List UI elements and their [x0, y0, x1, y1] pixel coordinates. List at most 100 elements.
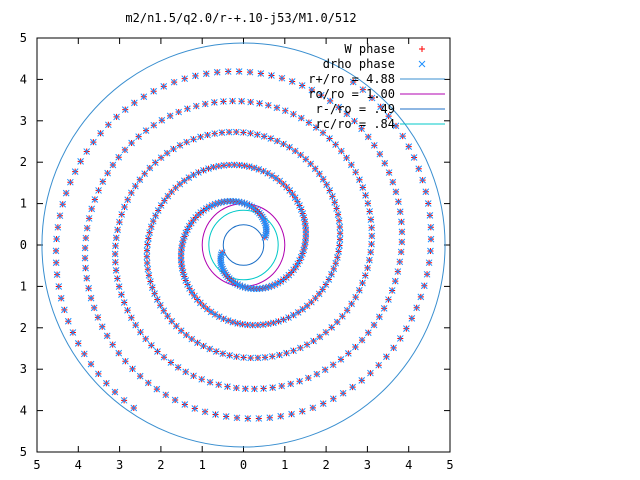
drho-phase-point: [180, 177, 188, 185]
drho-phase-point: [112, 267, 120, 274]
drho-phase-point: [87, 360, 95, 368]
drho-phase-point: [288, 78, 296, 85]
drho-phase-point: [319, 175, 327, 183]
drho-phase-point: [262, 221, 270, 229]
drho-phase-point: [167, 359, 175, 366]
drho-phase-point: [190, 216, 197, 224]
drho-phase-point: [349, 383, 356, 391]
drho-phase-point: [343, 154, 350, 162]
drho-phase-point: [297, 151, 305, 159]
drho-phase-point: [298, 82, 306, 89]
drho-phase-point: [297, 253, 305, 261]
drho-phase-point: [260, 132, 268, 140]
drho-phase-point: [224, 317, 232, 324]
drho-phase-point: [220, 98, 227, 105]
drho-phase-point: [322, 281, 330, 288]
drho-phase-point: [215, 313, 223, 321]
drho-phase-point: [143, 253, 151, 261]
drho-phase-point: [218, 129, 226, 136]
drho-phase-point: [224, 68, 232, 75]
drho-phase-point: [281, 107, 289, 115]
drho-phase-point: [185, 222, 193, 230]
drho-phase-point: [120, 299, 128, 306]
drho-phase-point: [273, 137, 281, 145]
drho-phase-point: [180, 273, 188, 280]
drho-phase-point: [250, 285, 258, 293]
drho-phase-point: [316, 170, 323, 178]
drho-phase-point: [198, 375, 206, 383]
drho-phase-point: [415, 165, 423, 173]
drho-phase-point: [156, 301, 164, 309]
drho-phase-point: [240, 354, 247, 361]
drho-phase-point: [376, 150, 384, 158]
y-tick-label: 4: [20, 404, 27, 418]
drho-phase-point: [118, 291, 125, 299]
drho-phase-point: [370, 141, 378, 149]
drho-phase-point: [202, 70, 210, 78]
drho-phase-point: [269, 384, 277, 391]
drho-phase-point: [260, 167, 267, 175]
drho-phase-point: [253, 285, 261, 293]
drho-phase-point: [294, 309, 302, 316]
drho-phase-point: [213, 68, 221, 76]
drho-phase-point: [425, 259, 433, 267]
drho-phase-point: [136, 176, 144, 184]
drho-phase-point: [277, 412, 285, 420]
x-tick-label: 0: [240, 458, 247, 472]
drho-phase-point: [326, 187, 334, 194]
drho-phase-point: [132, 321, 140, 329]
drho-phase-point: [81, 244, 89, 252]
drho-phase-point: [206, 345, 214, 353]
drho-phase-point: [52, 259, 60, 267]
drho-phase-point: [212, 348, 220, 355]
drho-phase-point: [398, 238, 406, 246]
drho-phase-point: [291, 147, 299, 155]
drho-phase-point: [319, 400, 327, 407]
drho-phase-point: [113, 275, 121, 282]
drho-phase-point: [261, 219, 269, 227]
legend-label: r-/ro = .49: [316, 102, 395, 116]
circle-series: [208, 209, 279, 281]
x-tick-label: 1: [199, 458, 206, 472]
drho-phase-point: [313, 370, 321, 378]
drho-phase-point: [215, 381, 223, 389]
drho-phase-point: [54, 223, 62, 231]
drho-phase-point: [144, 265, 152, 273]
drho-phase-point: [256, 100, 263, 107]
drho-phase-point: [215, 162, 223, 170]
drho-phase-point: [57, 294, 65, 302]
drho-phase-point: [398, 218, 405, 226]
y-tick-label: 5: [20, 445, 27, 459]
drho-phase-point: [204, 131, 211, 139]
drho-phase-point: [53, 271, 61, 279]
drho-phase-point: [299, 210, 307, 217]
circle-series: [41, 42, 446, 448]
drho-phase-point: [181, 233, 188, 240]
drho-phase-point: [222, 413, 230, 420]
drho-phase-point: [336, 223, 344, 231]
drho-phase-point: [142, 335, 150, 343]
drho-phase-point: [182, 368, 190, 376]
drho-phase-point: [121, 203, 128, 211]
legend-label: ro/ro = 1.00: [308, 87, 395, 101]
drho-phase-point: [121, 146, 129, 154]
drho-phase-point: [201, 100, 209, 108]
drho-phase-point: [380, 305, 388, 312]
drho-phase-point: [280, 316, 287, 324]
drho-phase-point: [64, 317, 72, 325]
drho-phase-point: [296, 257, 303, 264]
drho-phase-point: [135, 133, 142, 140]
drho-phase-point: [349, 78, 357, 86]
drho-phase-point: [359, 184, 367, 191]
drho-phase-point: [127, 189, 135, 197]
drho-phase-point: [195, 169, 202, 176]
drho-phase-point: [124, 306, 131, 314]
drho-phase-point: [413, 304, 421, 312]
drho-phase-point: [210, 163, 217, 171]
drho-phase-point: [297, 114, 305, 122]
drho-phase-point: [399, 132, 407, 140]
drho-phase-point: [358, 336, 366, 344]
drho-phase-point: [366, 208, 374, 215]
drho-phase-point: [212, 411, 219, 418]
drho-phase-point: [305, 119, 313, 126]
